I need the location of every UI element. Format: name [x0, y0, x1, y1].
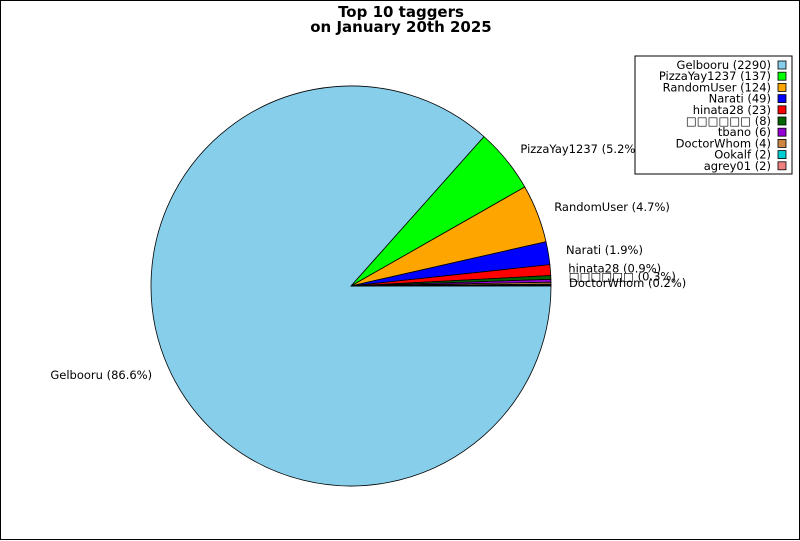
legend-label-5: □□□□□□ (8): [686, 114, 771, 128]
pie-slice-9: [350, 284, 552, 287]
legend-box: [634, 55, 793, 175]
slice-label-4: hinata28 (0.9%): [568, 262, 661, 276]
legend-swatch-6: [777, 127, 787, 137]
slice-label-5: □□□□□□ (0.3%): [569, 270, 676, 284]
legend-label-1: PizzaYay1237 (137): [659, 69, 771, 83]
pie-slices: [150, 85, 552, 487]
slice-label-7: DoctorWhom (0.2%): [569, 276, 686, 290]
legend-swatch-5: [777, 116, 787, 126]
legend-label-2: RandomUser (124): [663, 80, 771, 94]
legend-swatch-4: [777, 105, 787, 115]
slice-label-0: Gelbooru (86.6%): [50, 368, 152, 382]
legend: Gelbooru (2290)PizzaYay1237 (137)RandomU…: [634, 55, 793, 175]
slice-label-1: PizzaYay1237 (5.2%): [520, 142, 639, 156]
legend-label-3: Narati (49): [709, 92, 771, 106]
legend-swatch-3: [777, 94, 787, 103]
legend-label-8: Ookalf (2): [714, 148, 771, 162]
legend-label-0: Gelbooru (2290): [677, 58, 771, 72]
legend-label-4: hinata28 (23): [693, 103, 771, 117]
slice-label-3: Narati (1.9%): [566, 243, 643, 257]
legend-swatch-8: [777, 150, 787, 160]
legend-swatch-2: [777, 83, 787, 92]
legend-label-7: DoctorWhom (4): [676, 136, 771, 150]
legend-swatch-9: [777, 161, 787, 171]
slice-label-2: RandomUser (4.7%): [554, 200, 670, 214]
pie-slice-labels: Gelbooru (86.6%) PizzaYay1237 (5.2%) Rando…: [50, 142, 686, 382]
legend-swatch-0: [777, 60, 787, 70]
chart-title: Top 10 taggers: [338, 3, 464, 21]
legend-label-6: tbano (6): [718, 125, 771, 139]
chart-subtitle: on January 20th 2025: [310, 18, 491, 36]
legend-swatch-1: [777, 71, 787, 81]
legend-swatch-7: [777, 138, 787, 148]
legend-label-9: agrey01 (2): [704, 159, 771, 173]
